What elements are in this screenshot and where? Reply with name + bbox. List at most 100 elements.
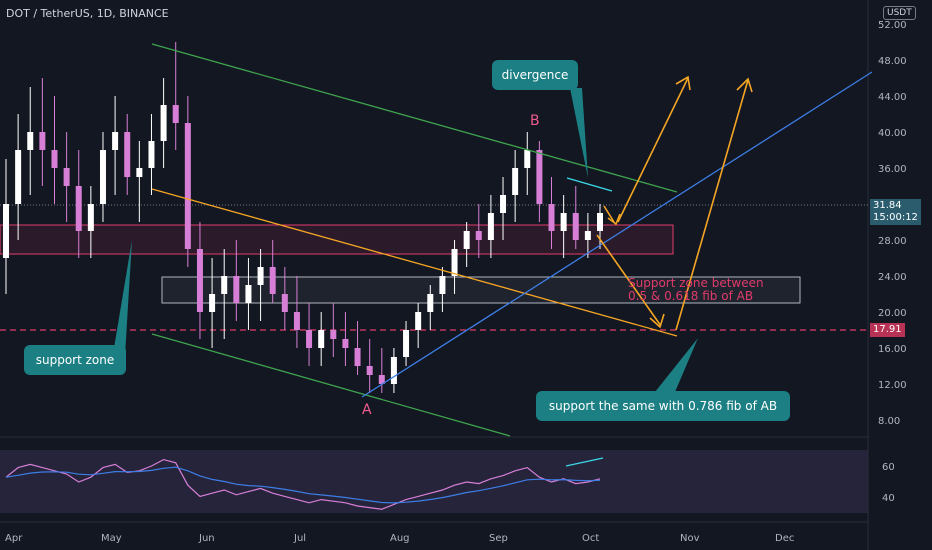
ticker-title[interactable]: DOT / TetherUS, 1D, BINANCE <box>6 7 169 20</box>
candle-body <box>184 123 191 249</box>
candle-body <box>15 150 22 204</box>
candle-body <box>63 168 70 186</box>
candle-body <box>584 231 591 240</box>
blue-trend-line <box>361 71 873 398</box>
candle-body <box>524 150 531 168</box>
oscillator-group <box>5 458 601 510</box>
candle-body <box>124 132 131 177</box>
price-tick-label: 16.00 <box>878 344 907 355</box>
candle-body <box>112 132 119 150</box>
time-tick-label: Apr <box>5 533 23 544</box>
price-tick-label: 12.00 <box>878 380 907 391</box>
candle-body <box>536 150 543 204</box>
oscillator-band <box>0 450 868 513</box>
fib-zone-line-2: 0.5 & 0.618 fib of AB <box>628 289 754 303</box>
time-tick-label: Oct <box>582 533 599 544</box>
time-axis: Apr May Jun Jul Aug Sep Oct Nov Dec <box>5 533 794 544</box>
candle-body <box>51 150 58 168</box>
countdown-value: 15:00:12 <box>873 212 918 223</box>
candle-body <box>366 366 373 375</box>
candle-body <box>209 294 216 312</box>
divergence-callout: divergence <box>492 60 578 90</box>
point-a-label: A <box>362 402 372 418</box>
background-layer <box>0 0 869 550</box>
candle-body <box>330 330 337 339</box>
oscillator-axis: 60 40 <box>882 462 895 504</box>
price-tick-label: 40.00 <box>878 128 907 139</box>
candle-body <box>548 204 555 231</box>
fib-zone-text: Support zone between 0.5 & 0.618 fib of … <box>628 277 764 303</box>
candle-body <box>3 204 9 258</box>
candle-body <box>221 276 228 294</box>
projection-arrows <box>596 75 753 331</box>
current-price-tag: 31.84 15:00:12 <box>870 199 921 225</box>
current-price-value: 31.84 <box>873 200 902 211</box>
fib-zone-line-1: Support zone between <box>628 276 764 290</box>
channel-upper-line <box>151 43 678 193</box>
oscillator-tick-label: 40 <box>882 493 895 504</box>
price-tick-label: 24.00 <box>878 272 907 283</box>
price-tick-label: 8.00 <box>878 416 900 427</box>
divergence-callout-tail <box>570 88 588 178</box>
candle-body <box>281 294 288 312</box>
candle-body <box>99 150 106 204</box>
time-tick-label: Nov <box>680 533 700 544</box>
oscillator-signal-line <box>5 466 601 504</box>
candle-body <box>572 213 579 240</box>
candle-body <box>245 285 252 303</box>
candle-body <box>439 276 446 294</box>
candle-body <box>560 213 567 231</box>
arrow-up-1 <box>617 77 689 223</box>
price-tick-label: 44.00 <box>878 92 907 103</box>
candle-body <box>160 105 167 141</box>
channel-lower-line <box>151 333 511 437</box>
candle-body <box>87 204 94 231</box>
orange-trend-line <box>151 188 678 337</box>
support-zone-rect <box>0 224 674 255</box>
arrow-short-down <box>603 205 615 223</box>
divergence-oscillator-line <box>565 457 604 467</box>
candle-body <box>39 132 46 150</box>
candle-body <box>342 339 349 348</box>
candle-body <box>75 186 82 231</box>
support-same-callout-tail <box>655 338 698 392</box>
candle-body <box>403 330 410 357</box>
candle-body <box>172 105 179 123</box>
arrow-down-to-zone <box>596 234 662 327</box>
candle-body <box>196 249 203 312</box>
support-same-callout: support the same with 0.786 fib of AB <box>536 391 790 421</box>
price-tick-label: 48.00 <box>878 56 907 67</box>
time-tick-label: Jun <box>198 533 215 544</box>
price-tick-label: 52.00 <box>878 20 907 31</box>
candle-body <box>354 348 361 366</box>
candle-body <box>257 267 264 285</box>
candle-body <box>306 330 313 348</box>
candle-body <box>597 213 603 231</box>
candle-body <box>500 195 507 213</box>
time-tick-label: Aug <box>390 533 410 544</box>
currency-badge[interactable]: USDT <box>883 6 916 20</box>
candle-body <box>487 213 494 240</box>
time-tick-label: Jul <box>293 533 306 544</box>
level-price-tag: 17.91 <box>870 323 905 337</box>
oscillator-tick-label: 60 <box>882 462 895 473</box>
candle-body <box>318 330 325 348</box>
candle-body <box>451 249 458 276</box>
candle-body <box>148 141 155 168</box>
time-tick-label: Sep <box>489 533 508 544</box>
price-axis: 52.0048.0044.0040.0036.0032.0028.0024.00… <box>878 20 907 427</box>
candle-body <box>27 132 34 150</box>
price-tick-label: 20.00 <box>878 308 907 319</box>
candle-body <box>293 312 300 330</box>
candles-group <box>3 42 603 393</box>
candle-body <box>269 267 276 294</box>
candle-body <box>475 231 482 240</box>
price-tick-label: 36.00 <box>878 164 907 175</box>
oscillator-line <box>5 458 601 510</box>
divergence-price-line <box>566 177 613 192</box>
candle-body <box>512 168 519 195</box>
time-tick-label: May <box>101 533 122 544</box>
support-zone-callout: support zone <box>24 345 126 375</box>
